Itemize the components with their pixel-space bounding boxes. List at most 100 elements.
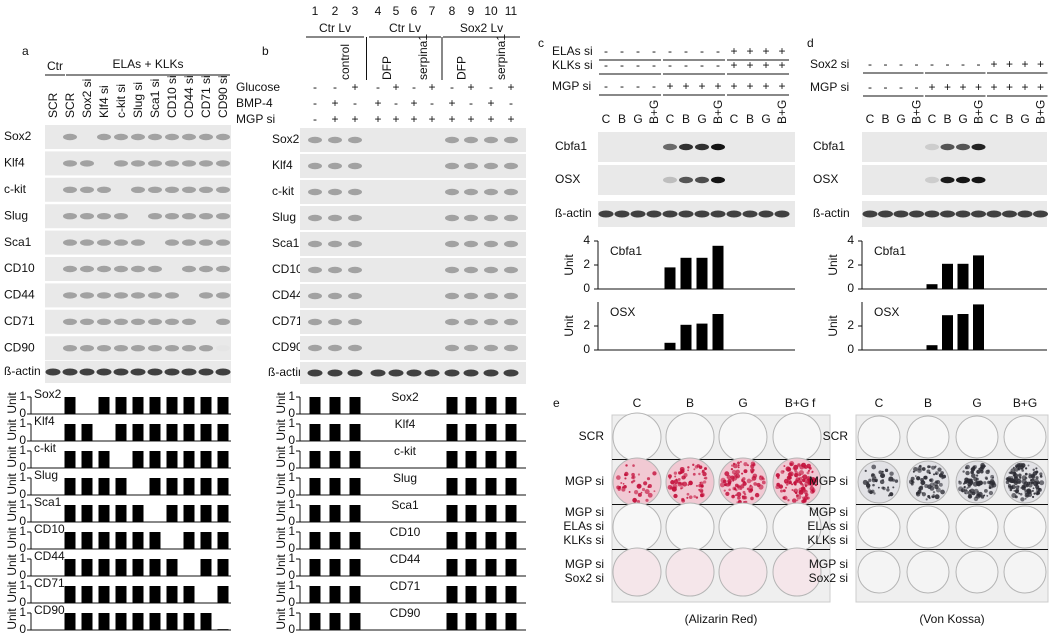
- y-tick-label: 1: [19, 578, 26, 592]
- y-tick-label: 0: [288, 595, 295, 609]
- bar: [200, 532, 212, 549]
- bar: [942, 315, 953, 350]
- stain-spot: [645, 498, 649, 502]
- stain-spot: [784, 481, 787, 484]
- bar: [465, 613, 477, 630]
- stain-spot: [786, 483, 789, 486]
- treatment-sign: -: [930, 57, 934, 71]
- band: [148, 345, 162, 352]
- condition-label: serpina1: [416, 34, 430, 80]
- stain-spot: [1039, 475, 1043, 478]
- band: [710, 210, 726, 218]
- stain-spot: [704, 476, 708, 480]
- blot-strip: [300, 232, 526, 256]
- y-axis-label: Unit: [826, 315, 840, 337]
- well: [1003, 550, 1047, 594]
- bar: [149, 532, 161, 549]
- y-axis-label: Unit: [826, 254, 840, 276]
- stain-spot: [1016, 463, 1022, 468]
- band: [62, 368, 78, 376]
- stain-spot: [746, 487, 750, 491]
- bar: [166, 424, 178, 441]
- bar: [132, 532, 144, 549]
- band: [726, 210, 742, 218]
- band: [445, 136, 459, 144]
- stain-spot: [973, 464, 978, 469]
- band: [646, 210, 662, 218]
- row-label: MGP si: [809, 474, 848, 488]
- blot-label: Slug: [4, 208, 28, 222]
- stain-spot: [874, 478, 878, 482]
- stain-spot: [742, 490, 746, 494]
- band: [199, 186, 213, 193]
- stain-spot: [647, 492, 653, 498]
- stain-spot: [750, 496, 754, 501]
- band: [216, 160, 230, 167]
- y-tick-label: 0: [288, 568, 295, 582]
- stain-spot: [792, 467, 796, 470]
- stain-spot: [686, 496, 689, 499]
- lane-label: B: [682, 112, 690, 126]
- stain-spot: [801, 463, 803, 466]
- y-axis-label: Unit: [5, 419, 19, 441]
- bar: [446, 397, 458, 414]
- band: [484, 188, 498, 196]
- band: [464, 162, 478, 170]
- panel-label: b: [262, 44, 269, 58]
- treatment-sign: -: [700, 44, 704, 58]
- bar: [309, 478, 321, 495]
- stain-spot: [1032, 468, 1035, 471]
- blot-label: CD44: [4, 288, 35, 302]
- stain-spot: [915, 491, 920, 495]
- band: [484, 214, 498, 222]
- treatment-sign: +: [392, 112, 399, 126]
- bar: [446, 478, 458, 495]
- lane-label: B+G: [910, 100, 924, 124]
- stain-spot: [737, 464, 740, 467]
- stain-spot: [871, 464, 877, 470]
- stain-spot: [624, 477, 627, 480]
- stain-label: (Von Kossa): [919, 612, 984, 626]
- stain-spot: [692, 463, 695, 466]
- stain-spot: [1024, 472, 1028, 476]
- band: [742, 210, 758, 218]
- bar: [696, 323, 708, 350]
- band: [893, 210, 909, 218]
- bar: [217, 532, 229, 549]
- blot-label: CD90: [272, 340, 303, 354]
- bar: [98, 451, 110, 468]
- stain-spot: [735, 469, 740, 475]
- bar: [973, 255, 984, 289]
- stain-spot: [621, 487, 626, 492]
- stain-spot: [864, 469, 867, 473]
- band: [148, 213, 162, 220]
- band: [97, 213, 111, 220]
- stain-spot: [735, 494, 737, 497]
- bar: [926, 284, 938, 289]
- blot-label: Sca1: [272, 236, 300, 250]
- chart-label: CD90: [390, 606, 421, 620]
- treatment-sign: +: [975, 80, 982, 94]
- group-label: Ctr Lv: [389, 21, 421, 35]
- band: [63, 318, 77, 325]
- stain-spot: [1035, 484, 1040, 490]
- band: [165, 318, 179, 325]
- band: [504, 136, 518, 144]
- blot-label: CD10: [272, 262, 303, 276]
- band: [165, 186, 179, 193]
- blot-label: CD71: [4, 314, 35, 328]
- stain-spot: [808, 466, 810, 469]
- stain-spot: [1024, 497, 1027, 500]
- bar: [200, 613, 212, 630]
- stain-spot: [927, 495, 931, 499]
- chart-label: CD71: [390, 579, 421, 593]
- y-tick-label: 1: [288, 551, 295, 565]
- band: [199, 133, 213, 141]
- band: [348, 292, 362, 300]
- chart-label: Cbfa1: [610, 244, 642, 258]
- y-axis-label: Unit: [274, 608, 288, 630]
- stain-spot: [1033, 492, 1036, 495]
- band: [97, 133, 111, 141]
- bar: [132, 586, 144, 603]
- stain-spot: [921, 492, 927, 497]
